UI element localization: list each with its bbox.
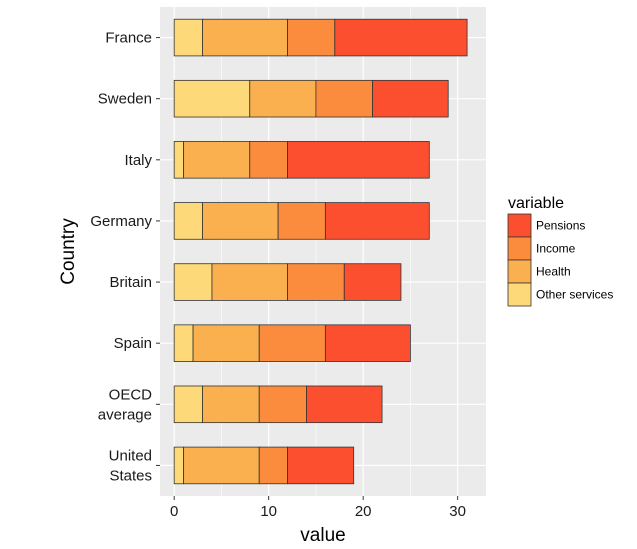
legend-label: Pensions: [536, 219, 585, 233]
bar-segment-other-services: [173, 263, 213, 301]
legend-title: variable: [508, 195, 564, 212]
bar-segment-health: [192, 324, 260, 362]
bar-segment-income: [258, 446, 288, 485]
bar-segment-pensions: [287, 446, 355, 485]
y-tick-label: OECD average: [98, 386, 152, 423]
bar-segment-income: [287, 263, 345, 301]
x-axis-title: value: [300, 525, 345, 546]
bar-segment-pensions: [324, 324, 411, 362]
bar-segment-pensions: [334, 18, 468, 57]
bar-segment-health: [202, 202, 279, 240]
bar-segment-income: [277, 202, 326, 240]
bars: [173, 18, 468, 485]
y-tick-label: Britain: [109, 274, 152, 291]
y-tick-label: Sweden: [98, 91, 152, 108]
x-tick-label: 20: [355, 503, 372, 520]
bar-segment-income: [287, 18, 336, 57]
bar-segment-health: [249, 79, 317, 118]
bar-segment-pensions: [324, 202, 430, 240]
bar-segment-health: [202, 18, 288, 57]
y-tick-label: United States: [109, 447, 152, 484]
legend: variable Pensions Income Health Other servi…: [507, 195, 613, 307]
x-axis: 0 10 20 30: [170, 496, 466, 520]
bar-segment-other-services: [173, 324, 194, 362]
x-tick-label: 10: [260, 503, 277, 520]
legend-label: Health: [536, 265, 571, 279]
legend-label: Income: [536, 242, 576, 256]
bar-segment-pensions: [343, 263, 402, 301]
bar-segment-pensions: [306, 385, 383, 424]
bar-segment-health: [202, 385, 260, 424]
bar-segment-other-services: [173, 18, 203, 57]
y-tick-label: Germany: [90, 213, 152, 230]
bar-segment-pensions: [287, 141, 430, 179]
bar-segment-pensions: [372, 79, 449, 118]
bar-segment-other-services: [173, 79, 251, 118]
bar-segment-other-services: [173, 141, 185, 179]
bar-segment-income: [258, 385, 307, 424]
y-tick-label: Italy: [124, 152, 152, 169]
bar-segment-health: [211, 263, 288, 301]
x-tick-label: 30: [449, 503, 466, 520]
bar-segment-income: [258, 324, 326, 362]
bar-segment-other-services: [173, 202, 203, 240]
bar-segment-health: [183, 446, 260, 485]
bar-segment-health: [183, 141, 251, 179]
bar-segment-income: [249, 141, 288, 179]
bar-segment-other-services: [173, 446, 185, 485]
legend-key-other-services: [507, 282, 532, 307]
bar-segment-other-services: [173, 385, 203, 424]
x-tick-label: 0: [170, 503, 178, 520]
y-axis-title: Country: [58, 218, 79, 285]
legend-key-pensions: [507, 213, 532, 238]
legend-key-income: [507, 236, 532, 261]
y-tick-label: France: [105, 30, 152, 47]
legend-key-health: [507, 259, 532, 284]
y-axis: France Sweden Italy Germany Britain Spain OECD…: [90, 30, 160, 484]
legend-label: Other services: [536, 288, 613, 302]
y-tick-label: Spain: [114, 335, 152, 352]
bar-segment-income: [315, 79, 374, 118]
